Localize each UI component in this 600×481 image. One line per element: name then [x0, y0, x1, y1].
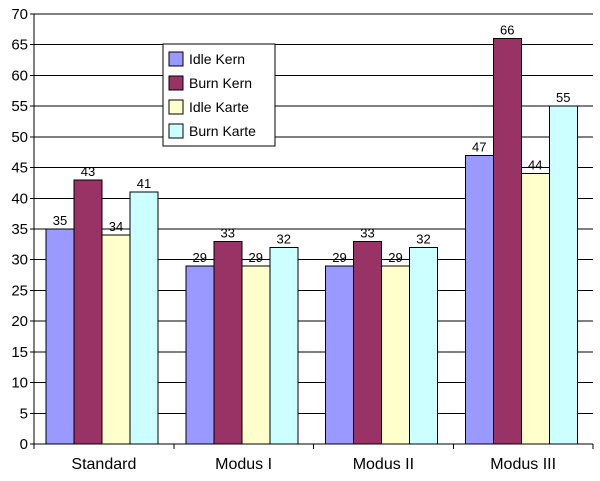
bar — [45, 228, 75, 445]
data-label: 66 — [500, 23, 514, 38]
x-tick-label: Modus III — [490, 456, 556, 473]
y-tick-label: 40 — [11, 190, 28, 207]
y-tick-label: 10 — [11, 375, 28, 392]
legend-label: Idle Kern — [189, 51, 245, 67]
bar — [464, 154, 494, 445]
data-label: 29 — [332, 250, 346, 265]
data-label: 29 — [249, 250, 263, 265]
data-label: 34 — [109, 219, 123, 234]
bar — [492, 38, 522, 445]
bar — [241, 265, 271, 445]
y-tick-label: 55 — [11, 98, 28, 115]
legend-swatch — [168, 123, 184, 139]
x-tick-label: Standard — [71, 456, 136, 473]
bar — [101, 234, 131, 445]
y-tick-label: 45 — [11, 160, 28, 177]
y-tick-label: 35 — [11, 221, 28, 238]
bar — [325, 265, 354, 445]
y-tick-label: 25 — [11, 282, 28, 299]
y-tick-label: 65 — [11, 37, 28, 54]
x-tick-label: Modus II — [353, 456, 414, 473]
bar — [213, 240, 243, 445]
data-label: 32 — [277, 231, 291, 246]
legend-label: Burn Kern — [189, 75, 252, 91]
bar — [353, 240, 382, 445]
data-label: 41 — [137, 176, 151, 191]
y-tick-label: 15 — [11, 344, 28, 361]
y-tick-label: 5 — [20, 405, 28, 422]
bar — [409, 246, 438, 445]
data-label: 55 — [556, 90, 570, 105]
y-tick-label: 20 — [11, 313, 28, 330]
data-label: 29 — [193, 250, 207, 265]
bar — [129, 191, 159, 445]
data-label: 47 — [472, 139, 486, 154]
y-tick-label: 30 — [11, 252, 28, 269]
data-label: 44 — [528, 158, 542, 173]
y-tick-label: 50 — [11, 129, 28, 146]
legend-swatch — [168, 99, 184, 115]
data-label: 43 — [81, 164, 95, 179]
bar — [548, 105, 578, 445]
legend-swatch — [168, 75, 184, 91]
bar — [73, 179, 103, 445]
bar — [381, 265, 410, 445]
legend-label: Idle Karte — [189, 99, 249, 115]
bar — [269, 246, 299, 445]
y-tick-label: 0 — [20, 436, 28, 453]
x-tick-label: Modus I — [215, 456, 272, 473]
bar — [185, 265, 215, 445]
data-label: 33 — [221, 225, 235, 240]
data-label: 33 — [360, 225, 374, 240]
bar — [520, 173, 550, 445]
legend-label: Burn Karte — [189, 123, 256, 139]
data-label: 29 — [388, 250, 402, 265]
data-label: 35 — [53, 213, 67, 228]
legend-swatch — [168, 51, 184, 67]
y-tick-label: 70 — [11, 6, 28, 23]
data-label: 32 — [416, 231, 430, 246]
y-tick-label: 60 — [11, 67, 28, 84]
